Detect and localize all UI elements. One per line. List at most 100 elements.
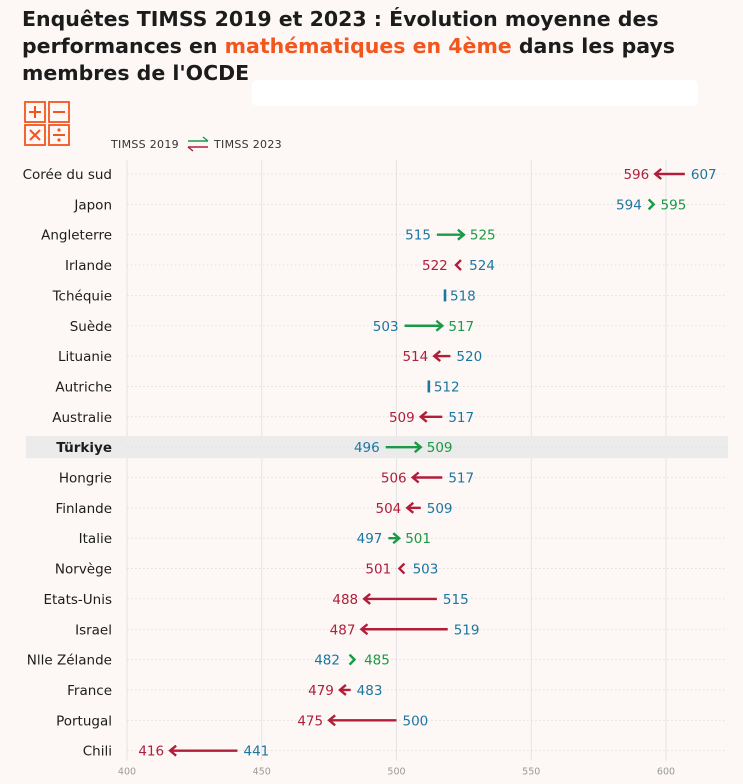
row-label: Norvège [55, 562, 112, 578]
row-label: France [67, 683, 112, 699]
value-2023: 506 [381, 471, 407, 487]
data-row: Chili 441 416 [83, 744, 725, 760]
data-row: Lituanie 520 514 [58, 349, 725, 365]
value-2019: 515 [405, 228, 431, 244]
arrow-head [653, 168, 662, 180]
data-row: Portugal 500 475 [56, 713, 725, 729]
legend-to: TIMSS 2023 [213, 138, 282, 151]
data-row: France 483 479 [67, 683, 725, 699]
data-row: Nlle Zélande 482 485 [27, 653, 725, 669]
title-highlight: mathématiques en 4ème [224, 34, 512, 58]
row-label: Autriche [55, 379, 112, 395]
x-tick-label: 500 [387, 767, 405, 778]
value-2023: 501 [365, 562, 391, 578]
arrow-head [413, 441, 423, 454]
value-2023: 488 [332, 592, 358, 608]
row-label: Angleterre [41, 228, 112, 244]
arrow-head [392, 532, 402, 545]
value-2023: 509 [389, 410, 415, 426]
row-label: Portugal [56, 713, 112, 729]
value-2023: 485 [364, 653, 390, 669]
data-row: Angleterre 515 525 [41, 228, 725, 244]
legend-from: TIMSS 2019 [110, 138, 179, 151]
chart-title: Enquêtes TIMSS 2019 et 2023 : Évolution … [22, 6, 712, 87]
x-tick-label: 600 [657, 767, 675, 778]
x-tick-label: 450 [253, 767, 271, 778]
value-2023: 596 [623, 167, 649, 183]
value-2023: 501 [405, 531, 431, 547]
data-row: Australie 517 509 [52, 410, 725, 426]
row-label: Japon [73, 197, 112, 213]
x-tick-label: 550 [522, 767, 540, 778]
value-2019: 607 [691, 167, 717, 183]
value-2019: 496 [354, 440, 380, 456]
value-2019: 482 [314, 653, 340, 669]
data-row: Türkiye 496 509 [26, 436, 728, 459]
value-2019: 524 [469, 258, 495, 274]
value-2023: 479 [308, 683, 334, 699]
value-2019: 517 [448, 471, 474, 487]
value-2019: 500 [403, 713, 429, 729]
data-row: Suède 503 517 [70, 319, 725, 335]
value-2019: 520 [456, 349, 482, 365]
data-row: Norvège 503 501 [55, 562, 725, 578]
value-2019: 519 [454, 622, 480, 638]
value-label: 518 [450, 288, 476, 304]
arrow-head [405, 501, 415, 514]
arrow-head [338, 684, 347, 696]
value-2023: 525 [470, 228, 496, 244]
value-2019: 503 [413, 562, 439, 578]
data-row: Hongrie 517 506 [59, 471, 725, 487]
data-row: Etats-Unis 515 488 [43, 592, 725, 608]
value-2019: 515 [443, 592, 469, 608]
row-label: Tchéquie [52, 288, 112, 304]
value-2023: 595 [661, 197, 687, 213]
value-2023: 514 [402, 349, 428, 365]
title-part2: dans les pays membres de l'OCDE [22, 34, 676, 85]
value-2023: 416 [138, 744, 164, 760]
value-label: 512 [434, 379, 460, 395]
value-2019: 517 [448, 410, 474, 426]
row-label: Türkiye [56, 440, 112, 456]
value-2019: 497 [357, 531, 383, 547]
arrow-chevron [397, 562, 406, 575]
row-label: Italie [79, 531, 112, 547]
row-label: Lituanie [58, 349, 112, 365]
arrow-head [168, 744, 177, 757]
value-2023: 475 [297, 713, 323, 729]
value-2019: 594 [616, 197, 642, 213]
data-row: Italie 497 501 [79, 531, 725, 547]
highlight-band [26, 436, 728, 459]
value-2019: 509 [427, 501, 453, 517]
row-label: Corée du sud [23, 167, 112, 183]
arrow-head [432, 350, 441, 363]
arrow-head [327, 714, 336, 727]
arrow-head [457, 228, 466, 241]
arrow-chevron [348, 653, 357, 666]
row-label: Hongrie [59, 471, 112, 487]
value-2019: 483 [357, 683, 383, 699]
arrow-head [410, 471, 420, 484]
arrow-head [362, 592, 371, 605]
arrow-head [418, 410, 428, 423]
row-label: Nlle Zélande [27, 653, 112, 669]
x-tick-label: 400 [118, 767, 136, 778]
arrow-head [435, 319, 445, 332]
row-label: Finlande [55, 501, 112, 517]
data-row: Tchéquie 518 [52, 288, 725, 304]
value-2023: 509 [427, 440, 453, 456]
arrow-chevron [647, 198, 656, 211]
row-label: Australie [52, 410, 112, 426]
row-label: Israel [75, 622, 112, 638]
value-2023: 517 [448, 319, 474, 335]
value-2023: 504 [375, 501, 401, 517]
value-2023: 522 [422, 258, 448, 274]
data-row: Japon 594 595 [73, 197, 725, 213]
row-label: Suède [70, 319, 112, 335]
data-row: Autriche 512 [55, 379, 725, 395]
redaction-overlay [252, 80, 698, 106]
data-row: Corée du sud 607 596 [23, 167, 725, 183]
row-label: Chili [83, 744, 112, 760]
swap-arrows-icon [187, 136, 209, 152]
